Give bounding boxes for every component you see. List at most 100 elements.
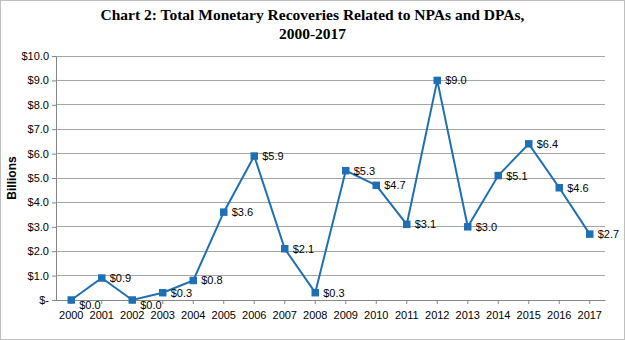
x-tick: 2010 xyxy=(364,300,388,321)
data-label: $3.1 xyxy=(415,218,436,230)
y-tick-label: $8.0 xyxy=(28,99,49,111)
grid-line xyxy=(56,129,605,130)
y-tick-mark xyxy=(52,251,56,252)
grid-line xyxy=(56,80,605,81)
y-tick: $9.0 xyxy=(28,74,56,86)
y-tick-label: $1.0 xyxy=(28,270,49,282)
x-tick-mark xyxy=(284,300,285,304)
x-tick-mark xyxy=(498,300,499,304)
marker xyxy=(129,296,136,303)
x-tick-mark xyxy=(193,300,194,304)
data-label: $0.3 xyxy=(323,287,344,299)
y-tick-label: $5.0 xyxy=(28,172,49,184)
data-label: $0.8 xyxy=(201,274,222,286)
marker xyxy=(251,152,258,159)
x-tick: 2012 xyxy=(425,300,449,321)
x-tick: 2017 xyxy=(578,300,602,321)
x-tick-mark xyxy=(376,300,377,304)
marker xyxy=(98,274,105,281)
y-tick-mark xyxy=(52,154,56,155)
y-tick: $3.0 xyxy=(28,221,56,233)
x-tick: 2005 xyxy=(212,300,236,321)
title-line: 2000-2017 xyxy=(279,25,346,42)
x-tick-mark xyxy=(223,300,224,304)
marker xyxy=(434,77,441,84)
y-tick-mark xyxy=(52,129,56,130)
x-tick-label: 2012 xyxy=(425,309,449,321)
marker xyxy=(281,245,288,252)
x-tick-mark xyxy=(589,300,590,304)
marker xyxy=(495,172,502,179)
y-tick: $- xyxy=(39,294,56,306)
x-tick: 2008 xyxy=(303,300,327,321)
x-tick-mark xyxy=(162,300,163,304)
x-tick-mark xyxy=(254,300,255,304)
y-tick: $5.0 xyxy=(28,172,56,184)
x-axis: 2000200120022003200420052006200720082009… xyxy=(57,300,606,321)
y-tick: $10.0 xyxy=(21,50,56,62)
x-tick-label: 2015 xyxy=(517,309,541,321)
x-tick: 2011 xyxy=(395,300,419,321)
y-tick-mark xyxy=(52,300,56,301)
x-tick-label: 2009 xyxy=(334,309,358,321)
marker xyxy=(403,221,410,228)
y-tick-mark xyxy=(52,80,56,81)
x-tick-label: 2014 xyxy=(486,309,510,321)
x-tick: 2006 xyxy=(242,300,266,321)
marker xyxy=(342,167,349,174)
x-tick: 2014 xyxy=(486,300,510,321)
x-tick-label: 2008 xyxy=(303,309,327,321)
data-label: $0.0 xyxy=(79,299,100,311)
y-tick-label: $7.0 xyxy=(28,123,49,135)
marker xyxy=(525,140,532,147)
y-axis-line xyxy=(56,57,57,301)
x-tick: 2007 xyxy=(273,300,297,321)
marker xyxy=(556,184,563,191)
y-tick-mark xyxy=(52,105,56,106)
grid-line xyxy=(56,300,605,301)
y-tick: $6.0 xyxy=(28,148,56,160)
y-tick-mark xyxy=(52,202,56,203)
x-tick: 2016 xyxy=(547,300,571,321)
line xyxy=(71,80,590,300)
x-tick-mark xyxy=(437,300,438,304)
marker xyxy=(373,182,380,189)
data-label: $3.6 xyxy=(232,206,253,218)
y-tick-label: $3.0 xyxy=(28,221,49,233)
y-tick: $2.0 xyxy=(28,245,56,257)
y-tick-mark xyxy=(52,276,56,277)
data-label: $0.3 xyxy=(171,287,192,299)
y-axis-title: Billions xyxy=(5,156,19,200)
x-tick-mark xyxy=(559,300,560,304)
y-tick: $1.0 xyxy=(28,270,56,282)
chart-frame xyxy=(1,1,625,340)
grid-line xyxy=(56,153,605,154)
grid-line xyxy=(56,251,605,252)
marker xyxy=(586,230,593,237)
title-line: Chart 2: Total Monetary Recoveries Relat… xyxy=(101,6,525,23)
y-tick-label: $4.0 xyxy=(28,196,49,208)
x-tick-mark xyxy=(101,300,102,304)
marker xyxy=(190,277,197,284)
y-axis: $- $1.0 $2.0 $3.0 $4.0 $5.0 $6.0 $7.0 $8.0 $9.0 $1… xyxy=(21,50,56,306)
y-tick: $7.0 xyxy=(28,123,56,135)
grid-line xyxy=(56,56,605,57)
x-tick: 2009 xyxy=(334,300,358,321)
series xyxy=(68,77,594,304)
grid-line xyxy=(56,226,605,227)
x-axis-line xyxy=(57,300,606,301)
x-tick: 2004 xyxy=(181,300,205,321)
data-label: $2.1 xyxy=(293,243,314,255)
y-tick-label: $6.0 xyxy=(28,148,49,160)
x-tick-mark xyxy=(345,300,346,304)
grid-line xyxy=(56,275,605,276)
y-tick-label: $- xyxy=(39,294,49,306)
data-labels: $0.0$0.9$0.0$0.3$0.8$3.6$5.9$2.1$0.3$5.3… xyxy=(79,74,619,311)
y-tick-mark xyxy=(52,56,56,57)
plot: $- $1.0 $2.0 $3.0 $4.0 $5.0 $6.0 $7.0 $8.0 $9.0 $1… xyxy=(21,50,619,321)
data-label: $6.4 xyxy=(537,138,558,150)
x-tick-label: 2011 xyxy=(395,309,419,321)
marker xyxy=(464,223,471,230)
y-tick: $4.0 xyxy=(28,196,56,208)
data-label: $0.9 xyxy=(110,272,131,284)
